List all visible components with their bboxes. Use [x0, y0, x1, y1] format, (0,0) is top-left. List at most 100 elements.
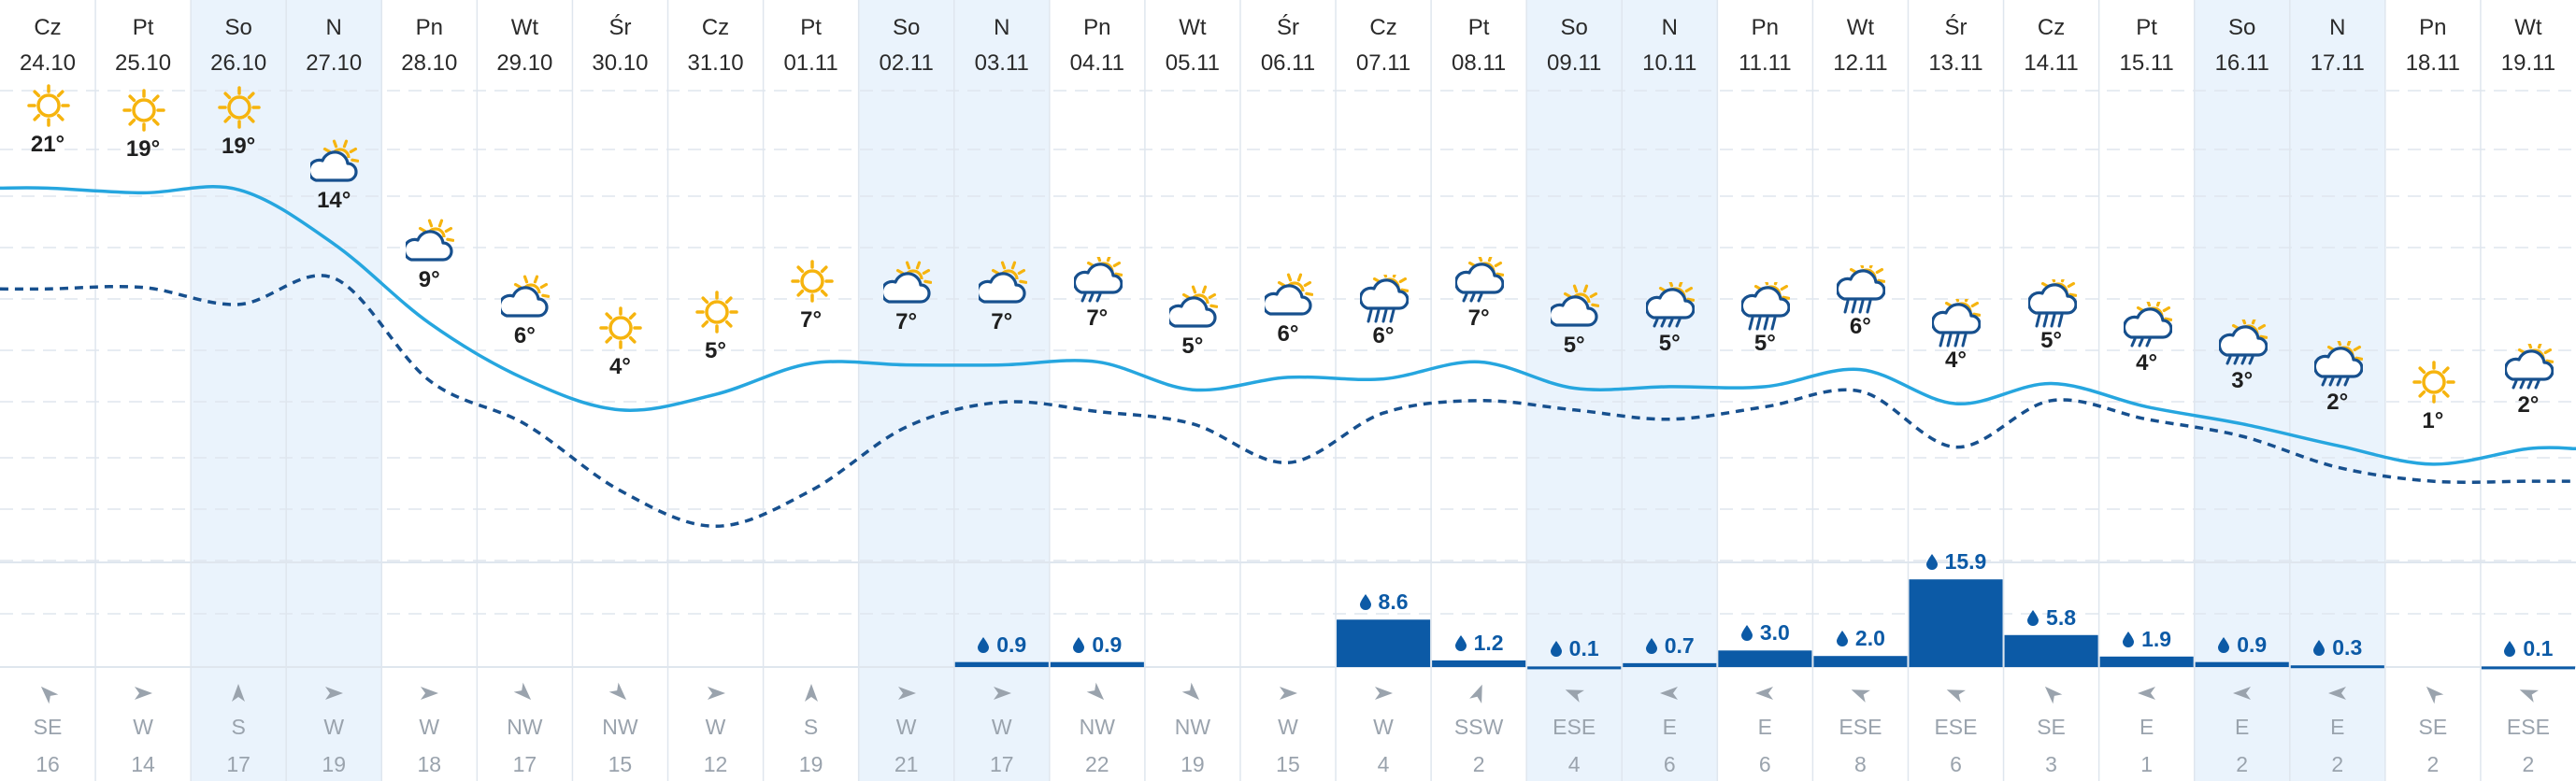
precip-value: 8.6	[1378, 589, 1409, 615]
precip-bar	[2099, 656, 2194, 667]
day-date: 05.11	[1165, 50, 1221, 76]
day-temperature: 2°	[2326, 389, 2349, 415]
day-temperature: 5°	[1753, 330, 1776, 356]
day-name: So	[1560, 15, 1588, 40]
day-column: N 17.11 2° 0.3 E 2	[2290, 0, 2385, 781]
wind-direction-arrow-icon	[2232, 687, 2251, 700]
wind-speed: 14	[131, 752, 155, 776]
day-name: Wt	[510, 15, 539, 40]
day-date: 25.10	[115, 50, 172, 76]
cloud-drizzle-sun-icon	[1646, 281, 1696, 328]
precip-bar	[1813, 656, 1908, 667]
day-name: Śr	[608, 15, 632, 40]
cloud-drizzle-sun-icon	[2313, 340, 2363, 387]
day-date: 11.11	[1739, 50, 1792, 76]
day-name: Wt	[1179, 15, 1207, 40]
wind-direction: ESE	[1839, 715, 1882, 739]
wind-direction-arrow-icon	[609, 682, 627, 701]
day-name: Pt	[132, 15, 154, 40]
day-date: 26.10	[210, 50, 267, 76]
precip-amount: 2.0	[1812, 626, 1908, 651]
day-date: 01.11	[783, 50, 838, 76]
wind-speed: 12	[703, 752, 728, 776]
day-name: N	[994, 15, 1010, 40]
day-column: Śr 13.11 4° 15.9 ESE 6	[1908, 0, 2003, 781]
wind-direction-arrow-icon	[707, 687, 725, 700]
day-column: Wt 29.10 6° NW 17	[477, 0, 572, 781]
day-column: So 02.11 7° W 21	[859, 0, 954, 781]
day-column: Śr 06.11 6° W 15	[1240, 0, 1336, 781]
wind-direction-arrow-icon	[804, 684, 818, 702]
precip-value: 0.9	[2237, 632, 2268, 657]
day-date: 17.11	[2310, 50, 2365, 76]
sun-icon	[599, 306, 643, 349]
day-date: 27.10	[306, 50, 363, 76]
day-date: 16.11	[2214, 50, 2269, 76]
wind-speed: 18	[417, 752, 442, 776]
wind-direction: W	[323, 715, 345, 739]
day-temperature: 7°	[1086, 305, 1109, 332]
max-temperature-line	[0, 185, 2576, 466]
day-date: 14.11	[2024, 50, 2079, 76]
day-column: Cz 24.10 21° SE 16	[0, 0, 95, 781]
day-date: 19.11	[2500, 50, 2556, 76]
day-column: Wt 05.11 5° NW 19	[1145, 0, 1240, 781]
raindrop-icon	[2504, 641, 2516, 658]
day-name: Śr	[1276, 15, 1299, 40]
day-date: 03.11	[974, 50, 1029, 76]
day-name: N	[2329, 15, 2346, 40]
precip-value: 15.9	[1944, 549, 1987, 575]
wind-direction: ESE	[1934, 715, 1978, 739]
wind-direction-arrow-icon	[232, 684, 246, 702]
day-temperature: 4°	[1944, 348, 1967, 374]
precip-bar	[2004, 634, 2098, 667]
precip-amount: 8.6	[1336, 589, 1431, 615]
wind-direction-arrow-icon	[325, 687, 344, 700]
precip-amount: 1.9	[2099, 627, 2195, 652]
day-name: Wt	[1846, 15, 1875, 40]
day-temperature: 7°	[1467, 305, 1490, 332]
cloud-drizzle-sun-icon	[2504, 344, 2554, 390]
precip-value: 0.9	[1092, 632, 1123, 657]
day-column: Wt 19.11 2° 0.1 ESE 2	[2481, 0, 2576, 781]
precip-bar	[1050, 661, 1144, 667]
day-date: 10.11	[1642, 50, 1697, 76]
wind-direction: ESE	[2506, 715, 2550, 739]
day-temperature: 6°	[1849, 313, 1871, 339]
cloud-rain-sun-icon	[1455, 257, 1505, 303]
wind-direction: SE	[33, 715, 63, 739]
day-name: So	[892, 15, 921, 40]
partly-cloudy-icon	[1264, 273, 1313, 316]
cloud-drizzle-sun-icon	[2218, 319, 2268, 365]
heavy-rain-sun-icon	[1360, 274, 1410, 323]
wind-direction: NW	[507, 715, 543, 739]
precip-bar	[2195, 661, 2289, 667]
wind-direction-arrow-icon	[1852, 689, 1871, 703]
day-temperature: 5°	[2040, 327, 2063, 353]
day-column: Pt 25.10 19° W 14	[95, 0, 191, 781]
wind-direction: W	[991, 715, 1012, 739]
wind-speed: 17	[512, 752, 537, 776]
day-temperature: 3°	[2231, 367, 2254, 393]
precip-bar	[954, 661, 1049, 667]
wind-speed: 19	[322, 752, 347, 776]
wind-speed: 16	[36, 752, 60, 776]
raindrop-icon	[1925, 554, 1938, 571]
day-date: 07.11	[1355, 50, 1411, 76]
day-temperature: 6°	[513, 322, 536, 348]
wind-speed: 2	[2236, 752, 2249, 776]
wind-direction-arrow-icon	[135, 687, 153, 700]
wind-speed: 6	[1950, 752, 1962, 776]
weekend-column-bg	[858, 0, 954, 781]
day-column: N 10.11 5° 0.7 E 6	[1622, 0, 1717, 781]
wind-speed: 22	[1085, 752, 1109, 776]
precip-bar	[1718, 650, 1812, 667]
day-date: 30.10	[592, 50, 649, 76]
weekend-column-bg	[2289, 0, 2385, 781]
raindrop-icon	[2313, 640, 2326, 657]
sun-icon	[218, 86, 261, 129]
precip-amount: 3.0	[1717, 620, 1812, 646]
day-column: Cz 14.11 5° 5.8 SE 3	[2004, 0, 2099, 781]
day-name: Pn	[1751, 15, 1779, 40]
wind-speed: 6	[1663, 752, 1676, 776]
